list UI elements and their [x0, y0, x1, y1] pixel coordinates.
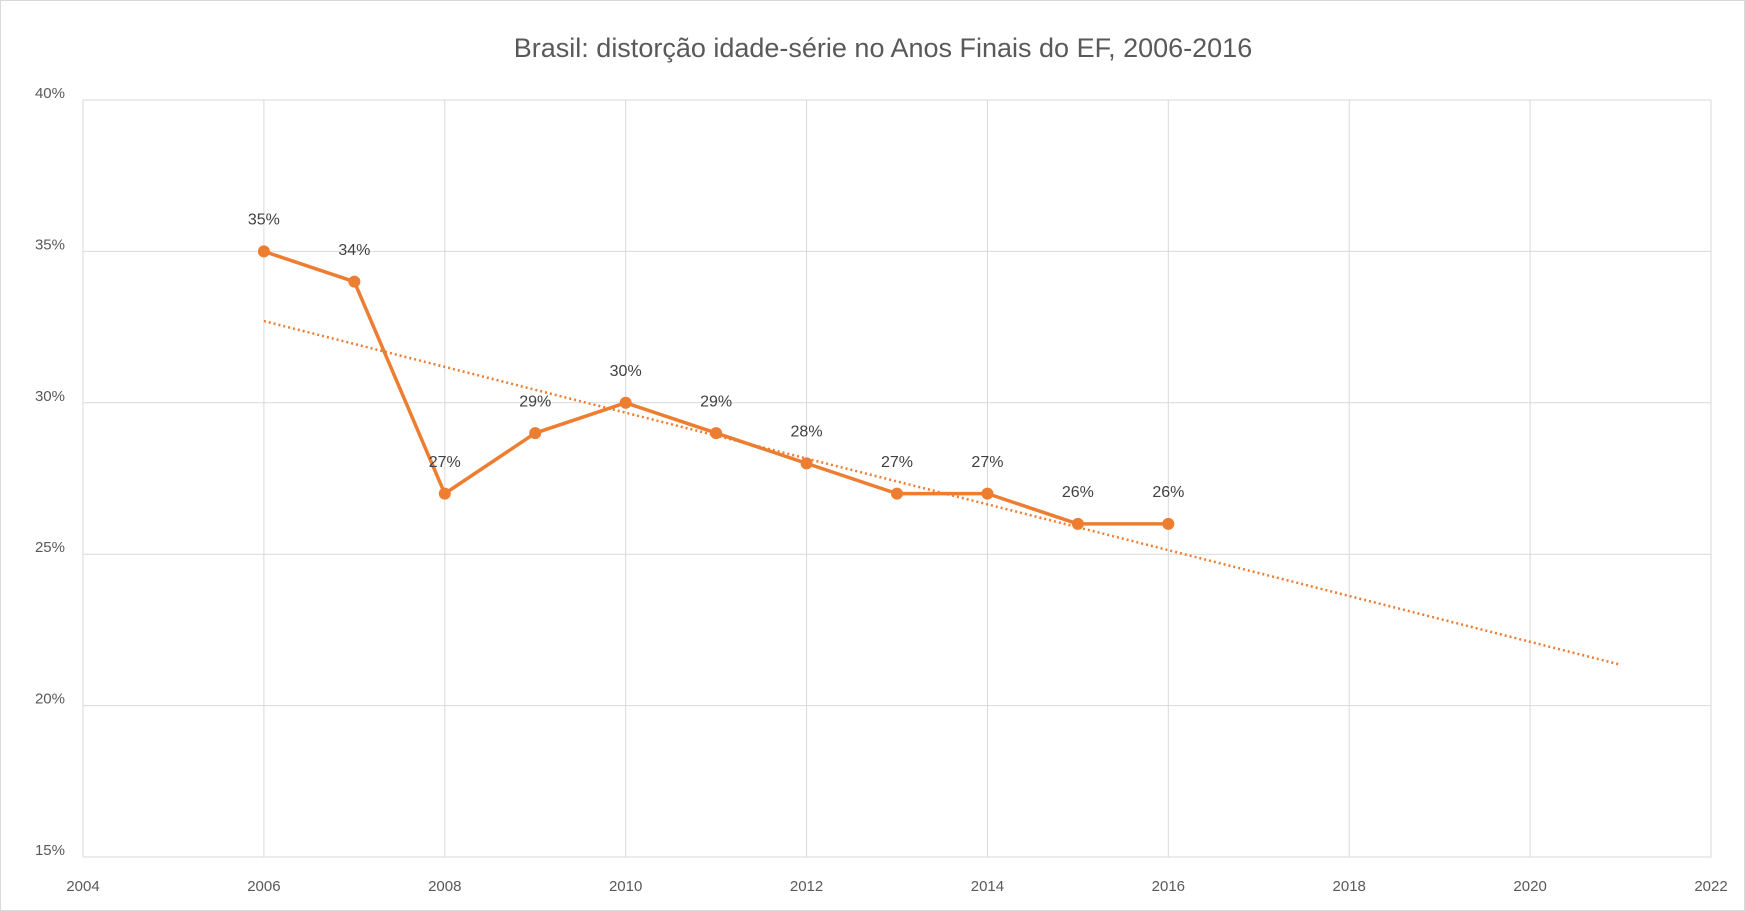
data-label: 34%: [338, 242, 370, 259]
marker: [1071, 517, 1084, 530]
data-label: 35%: [248, 212, 280, 229]
trendline: [263, 319, 1621, 666]
chart-title: Brasil: distorção idade-série no Anos Fi…: [514, 33, 1252, 63]
x-tick-label: 2006: [247, 878, 280, 895]
x-tick-label: 2004: [66, 878, 99, 895]
data-label: 27%: [971, 454, 1003, 471]
marker: [981, 487, 994, 500]
marker: [529, 427, 542, 440]
data-label: 29%: [700, 393, 732, 410]
data-label: 27%: [881, 454, 913, 471]
data-label: 29%: [519, 393, 551, 410]
x-tick-label: 2014: [971, 878, 1004, 895]
y-tick-label: 35%: [35, 236, 65, 253]
marker: [891, 487, 903, 500]
marker: [800, 457, 813, 470]
x-tick-label: 2010: [609, 878, 642, 895]
data-label: 26%: [1062, 484, 1094, 501]
y-tick-label: 25%: [35, 539, 65, 556]
y-tick-label: 40%: [35, 85, 65, 102]
x-tick-label: 2016: [1152, 878, 1185, 895]
marker: [710, 427, 723, 440]
data-label: 30%: [610, 363, 642, 380]
marker: [619, 396, 632, 409]
y-tick-label: 15%: [35, 842, 65, 859]
data-label: 28%: [791, 424, 823, 441]
x-tick-label: 2018: [1333, 878, 1366, 895]
x-tick-label: 2020: [1513, 878, 1546, 895]
data-label: 26%: [1152, 484, 1184, 501]
data-label: 27%: [429, 454, 461, 471]
x-tick-label: 2008: [428, 878, 461, 895]
marker: [348, 275, 361, 288]
x-tick-label: 2022: [1694, 878, 1727, 895]
marker: [257, 245, 270, 258]
y-tick-label: 20%: [35, 691, 65, 708]
y-tick-label: 30%: [35, 388, 65, 405]
x-tick-label: 2012: [790, 878, 823, 895]
marker: [438, 487, 451, 500]
marker: [1162, 517, 1175, 530]
